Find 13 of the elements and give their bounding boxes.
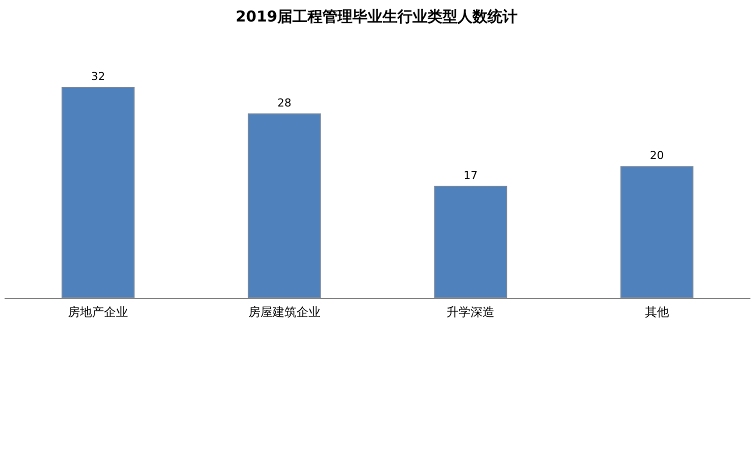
- x-tick-label: 升学深造: [446, 305, 495, 319]
- bar: [248, 113, 321, 298]
- bar: [434, 186, 508, 298]
- data-label: 17: [464, 168, 478, 182]
- data-label: 28: [277, 96, 292, 110]
- data-label: 20: [650, 149, 664, 162]
- x-tick-label: 房地产企业: [68, 305, 128, 319]
- x-tick-label: 房屋建筑企业: [248, 305, 320, 319]
- chart-title: 2019届工程管理毕业生行业类型人数统计: [236, 8, 518, 26]
- x-tick-label: 其他: [644, 305, 669, 319]
- bar: [62, 87, 135, 298]
- bar: [620, 166, 694, 298]
- data-label: 32: [91, 70, 106, 83]
